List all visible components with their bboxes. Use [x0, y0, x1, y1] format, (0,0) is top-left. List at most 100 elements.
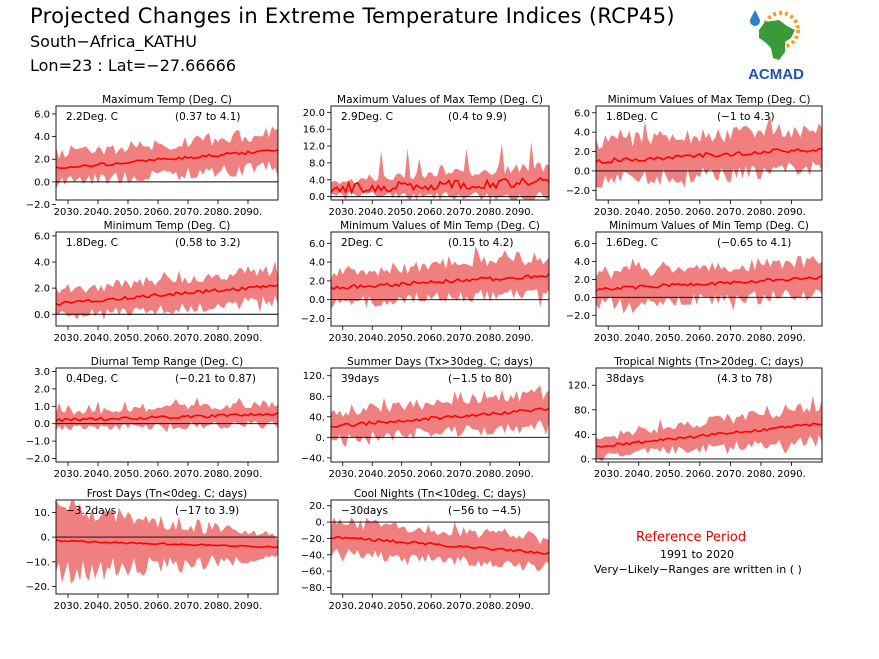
y-tick-label: 2.0 — [574, 147, 590, 158]
x-tick-label: 2060. — [144, 207, 173, 218]
x-tick-label: 2060. — [144, 601, 173, 612]
x-tick-label: 2080. — [204, 207, 233, 218]
x-tick-label: 2090. — [777, 207, 806, 218]
y-tick-label: 3.0 — [34, 367, 50, 378]
median-line — [595, 147, 823, 165]
range-label: (0.4 to 9.9) — [448, 111, 507, 123]
chart-title: Tropical Nights (Tn>20deg. C; days) — [613, 356, 803, 368]
y-tick-label: 0. — [315, 518, 325, 529]
x-tick-label: 2070. — [446, 207, 475, 218]
range-label: (0.58 to 3.2) — [175, 237, 241, 249]
chart-title: Minimum Temp (Deg. C) — [104, 220, 231, 232]
chart-title: Summer Days (Tx>30deg. C; days) — [347, 356, 533, 368]
x-tick-label: 2040. — [624, 333, 653, 344]
y-tick-label: 2.0 — [34, 155, 50, 166]
y-tick-label: 12.0 — [303, 142, 325, 153]
median-line — [595, 422, 822, 449]
x-tick-label: 2030. — [328, 601, 357, 612]
x-tick-label: 2080. — [747, 207, 776, 218]
chart-panel-9: 0. 40. 80. 120. 2030. 2040. 2050. 2060. 2070. 208… — [568, 356, 823, 480]
x-tick-label: 2050. — [655, 333, 684, 344]
x-tick-label: 2070. — [446, 601, 475, 612]
y-tick-label: 2.0 — [34, 284, 50, 295]
x-tick-label: 2040. — [84, 469, 113, 480]
plot-frame — [330, 367, 550, 463]
x-tick-label: 2070. — [716, 207, 745, 218]
x-tick-label: 2040. — [358, 469, 387, 480]
reference-period-years: 1991 to 2020 — [660, 548, 735, 561]
uncertainty-band — [56, 261, 278, 320]
x-tick-label: 2030. — [328, 469, 357, 480]
x-tick-label: 2040. — [84, 601, 113, 612]
x-tick-label: 2090. — [505, 469, 534, 480]
x-tick-label: 2070. — [446, 333, 475, 344]
x-tick-label: 2040. — [358, 333, 387, 344]
x-tick-label: 2090. — [505, 601, 534, 612]
y-tick-label: 4.0 — [34, 258, 50, 269]
change-label: 39days — [341, 373, 379, 385]
plot-frame — [330, 105, 550, 201]
y-tick-label: 6.0 — [574, 108, 590, 119]
y-tick-label: −20. — [26, 582, 50, 593]
y-tick-label: 16.0 — [303, 125, 325, 136]
x-tick-label: 2070. — [174, 333, 203, 344]
x-tick-label: 2030. — [54, 333, 83, 344]
reference-period-note: Very−Likely−Ranges are written in ( ) — [594, 563, 802, 576]
uncertainty-band — [56, 126, 278, 190]
y-tick-label: 0.0 — [34, 177, 50, 188]
median-line — [55, 284, 279, 307]
y-tick-label: 6.0 — [574, 239, 590, 250]
y-tick-label: −2.0 — [566, 311, 590, 322]
y-tick-label: −1.0 — [26, 437, 50, 448]
x-tick-label: 2060. — [417, 333, 446, 344]
range-label: (−0.65 to 4.1) — [717, 237, 791, 249]
coordinates-label: Lon=23 : Lat=−27.66666 — [30, 56, 237, 75]
range-label: (−0.21 to 0.87) — [175, 373, 256, 385]
y-tick-label: 4.0 — [34, 132, 50, 143]
chart-panel-11: −80. −60. −40. −20. 0. 20. 2030. 2040. 2050. 2060… — [301, 488, 550, 612]
x-tick-label: 2090. — [505, 207, 534, 218]
change-label: −3.2days — [66, 505, 116, 517]
x-tick-label: 2030. — [594, 469, 623, 480]
range-label: (−56 to −4.5) — [448, 505, 521, 517]
y-tick-label: 10. — [34, 508, 50, 519]
x-tick-label: 2050. — [387, 469, 416, 480]
plot-frame — [595, 105, 823, 201]
y-tick-label: 2.0 — [574, 275, 590, 286]
x-tick-label: 2050. — [114, 207, 143, 218]
y-tick-label: −40. — [301, 453, 325, 464]
chart-panel-1: −2.0 0.0 2.0 4.0 6.0 2030. 2040. 2050. 2060. 2070… — [26, 94, 279, 218]
median-line — [55, 539, 279, 549]
x-tick-label: 2030. — [594, 207, 623, 218]
median-line — [330, 273, 550, 291]
y-tick-label: 0.0 — [309, 295, 325, 306]
x-tick-label: 2090. — [777, 333, 806, 344]
change-label: −30days — [341, 505, 388, 517]
x-tick-label: 2060. — [144, 469, 173, 480]
median-line — [330, 536, 550, 555]
page-title: Projected Changes in Extreme Temperature… — [30, 4, 675, 28]
range-label: (0.15 to 4.2) — [448, 237, 514, 249]
y-tick-label: 20.0 — [303, 108, 325, 119]
chart-panel-10: −20.−10.0.10.2030. 2040. 2050. 2060. 2070. 20… — [26, 488, 279, 612]
y-tick-label: −2.0 — [26, 454, 50, 465]
x-tick-label: 2040. — [84, 207, 113, 218]
range-label: (−1.5 to 80) — [448, 373, 512, 385]
x-tick-label: 2090. — [234, 601, 263, 612]
chart-panel-2: 0.0 4.0 8.0 12.0 16.0 20.0 2030. 2040. 2050. 2060… — [303, 94, 550, 218]
range-label: (−17 to 3.9) — [175, 505, 239, 517]
chart-title: Maximum Temp (Deg. C) — [102, 94, 232, 106]
y-tick-label: 40. — [309, 412, 325, 423]
x-tick-label: 2040. — [624, 469, 653, 480]
location-label: South−Africa_KATHU — [30, 32, 197, 51]
x-tick-label: 2080. — [204, 601, 233, 612]
chart-panel-6: −2.0 0.0 2.0 4.0 6.0 2030. 2040. 2050. 2060. 2070… — [566, 220, 823, 344]
reference-period-title: Reference Period — [636, 530, 747, 545]
x-tick-label: 2070. — [716, 333, 745, 344]
x-tick-label: 2060. — [686, 207, 715, 218]
x-tick-label: 2030. — [328, 207, 357, 218]
x-tick-label: 2070. — [174, 601, 203, 612]
plot-frame — [595, 367, 823, 463]
africa-icon — [759, 20, 795, 60]
y-tick-label: 0. — [580, 454, 590, 465]
